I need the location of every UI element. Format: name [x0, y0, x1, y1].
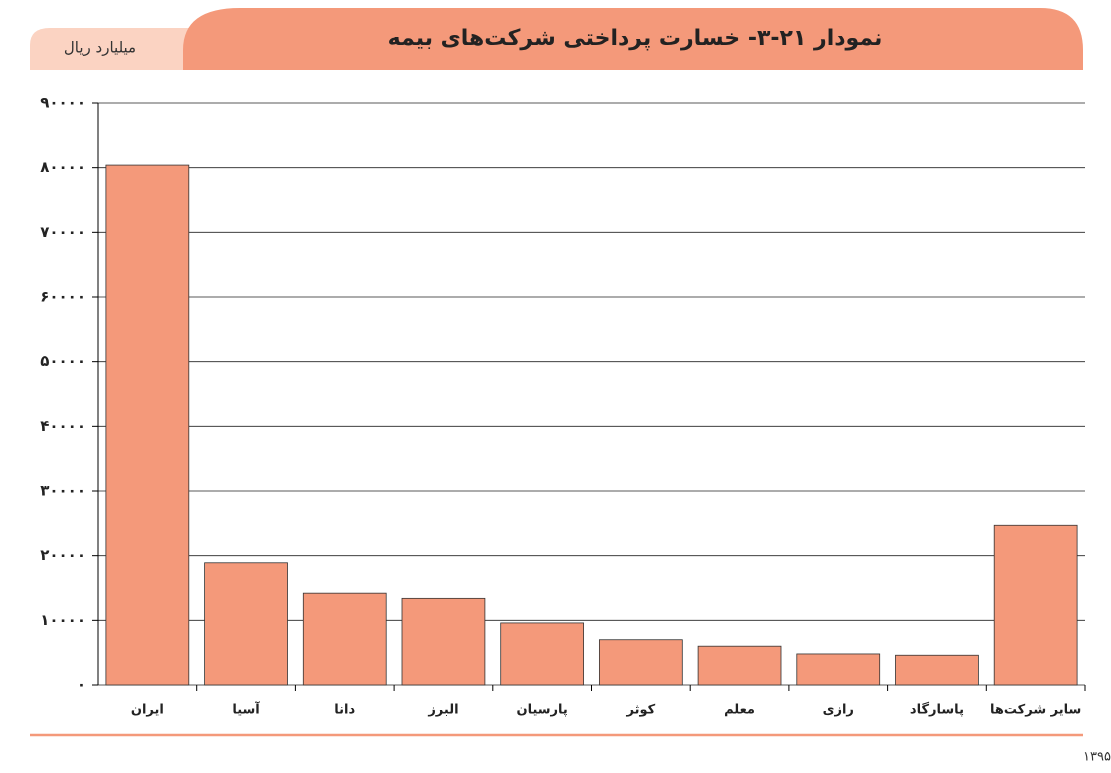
- y-tick-label: ۱۰۰۰۰: [40, 611, 86, 629]
- y-tick-label: ۴۰۰۰۰: [40, 417, 86, 435]
- y-tick-label: ۲۰۰۰۰: [40, 546, 86, 564]
- x-tick-label: دانا: [334, 703, 355, 718]
- chart-title: نمودار ۲۱-۳- خسارت پرداختی شرکت‌های بیمه: [388, 26, 883, 51]
- unit-tab: [30, 28, 200, 70]
- x-tick-label: کوثر: [626, 703, 656, 718]
- bar: [105, 164, 190, 686]
- bar: [401, 597, 486, 686]
- y-tick-label: ۵۰۰۰۰: [40, 352, 86, 370]
- x-tick-label: معلم: [724, 703, 755, 718]
- y-tick-label: ۶۰۰۰۰: [40, 288, 86, 306]
- bar: [895, 654, 979, 686]
- bar: [796, 653, 881, 686]
- bar: [204, 562, 288, 686]
- bar: [302, 592, 387, 686]
- x-tick-label: سایر شرکت‌ها: [990, 703, 1081, 718]
- x-tick-label: آسیا: [232, 701, 260, 718]
- x-tick-label: پاسارگاد: [910, 702, 964, 718]
- title-tab: [183, 8, 1083, 70]
- y-tick-label: ۸۰۰۰۰: [40, 158, 86, 176]
- x-tick-label: ایران: [131, 703, 164, 718]
- bar: [697, 645, 782, 686]
- y-tick-label: ۷۰۰۰۰: [40, 223, 86, 241]
- bar: [598, 639, 683, 686]
- x-tick-label: البرز: [427, 703, 458, 718]
- y-tick-label: ۰: [77, 676, 86, 694]
- bar: [993, 524, 1078, 686]
- bar: [500, 622, 585, 686]
- footer: خسارت پرداختی شرکت‌های بیمه / سال ۱۳۹۵: [1083, 750, 1111, 765]
- unit-label: میلیارد ریال: [64, 39, 136, 57]
- y-tick-label: ۹۰۰۰۰: [40, 94, 86, 112]
- x-tick-label: پارسیان: [516, 703, 567, 718]
- y-tick-label: ۳۰۰۰۰: [40, 482, 86, 500]
- x-tick-label: رازی: [823, 703, 854, 718]
